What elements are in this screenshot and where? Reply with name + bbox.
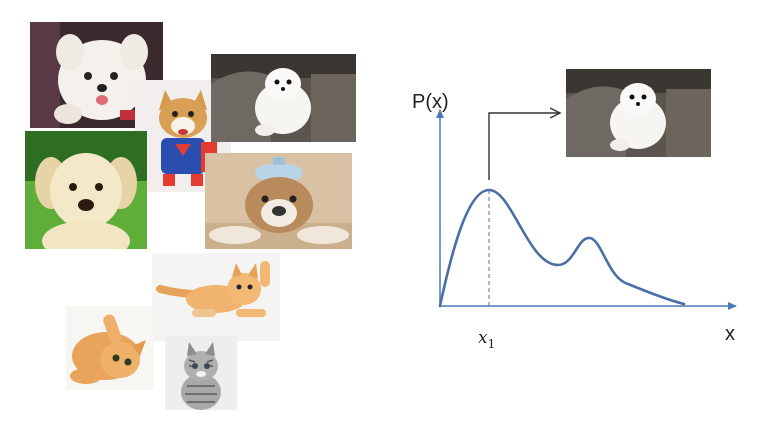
sample-point-symbol: x (478, 328, 488, 348)
bulldog-image (205, 153, 352, 249)
photo-golden-puppy (25, 131, 147, 249)
kitten-leaping-image (152, 253, 280, 341)
golden-puppy-image (25, 131, 147, 249)
density-curve (438, 188, 686, 308)
sample-point-subscript: 1 (488, 337, 496, 351)
photo-kitten-leaping (152, 253, 280, 341)
y-axis-label: P(x) (412, 91, 449, 113)
photo-sampled-pomeranian (566, 69, 711, 157)
tabby-kitten-image (165, 336, 237, 410)
photo-white-puppy (30, 22, 163, 128)
photo-kitten-lying (66, 306, 154, 390)
sampled-pomeranian-image (566, 69, 711, 157)
photo-bulldog-icebag (205, 153, 352, 249)
sample-point-label: x1 (478, 328, 495, 351)
white-puppy-image (30, 22, 163, 128)
sample-arrow (488, 113, 560, 180)
photo-pomeranian-collage (211, 54, 356, 142)
x-axis-label: x (725, 323, 735, 345)
photo-tabby-kitten (165, 336, 237, 410)
pomeranian-collage-image (211, 54, 356, 142)
kitten-lying-image (66, 306, 154, 390)
